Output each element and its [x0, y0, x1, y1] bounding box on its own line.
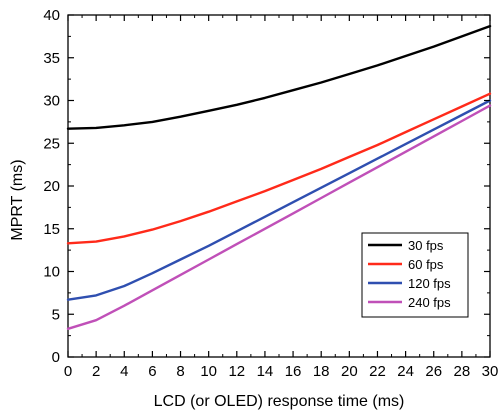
- x-tick-label: 30: [482, 363, 499, 380]
- y-tick-label: 20: [43, 178, 60, 195]
- x-tick-label: 0: [64, 363, 72, 380]
- y-tick-label: 35: [43, 50, 60, 67]
- x-tick-label: 20: [341, 363, 358, 380]
- series-line-120-fps: [66, 99, 492, 301]
- y-tick-label: 0: [52, 349, 60, 366]
- x-tick-label: 2: [92, 363, 100, 380]
- x-tick-label: 26: [425, 363, 442, 380]
- x-tick-label: 4: [120, 363, 128, 380]
- x-tick-label: 10: [200, 363, 217, 380]
- y-tick-label: 10: [43, 264, 60, 281]
- y-axis-label: MPRT (ms): [9, 159, 26, 240]
- y-tick-label: 25: [43, 135, 60, 152]
- ticks-layer: 0 2 4 6 8 10 12 14 16 18 20 22 24 26 28 300510152025303…: [43, 7, 498, 380]
- series-line-240-fps: [66, 104, 492, 330]
- series-line-30-fps: [66, 24, 492, 130]
- y-tick-label: 15: [43, 221, 60, 238]
- series-line-60-fps: [66, 92, 492, 245]
- x-tick-label: 12: [228, 363, 245, 380]
- legend-label: 30 fps: [408, 238, 444, 253]
- x-tick-label: 8: [176, 363, 184, 380]
- y-tick-label: 30: [43, 93, 60, 110]
- legend-label: 240 fps: [408, 295, 451, 310]
- x-tick-label: 16: [285, 363, 302, 380]
- legend: 30 fps 60 fps 120 fps 240 fps: [361, 232, 469, 318]
- x-tick-label: 24: [397, 363, 414, 380]
- x-tick-label: 6: [148, 363, 156, 380]
- y-tick-label: 40: [43, 7, 60, 24]
- x-tick-label: 18: [313, 363, 330, 380]
- y-tick-label: 5: [52, 306, 60, 323]
- legend-label: 120 fps: [408, 276, 451, 291]
- legend-label: 60 fps: [408, 257, 444, 272]
- x-tick-label: 22: [369, 363, 386, 380]
- x-axis-label: LCD (or OLED) response time (ms): [154, 393, 405, 410]
- x-tick-label: 14: [257, 363, 274, 380]
- x-tick-label: 28: [454, 363, 471, 380]
- series-layer: [66, 24, 492, 330]
